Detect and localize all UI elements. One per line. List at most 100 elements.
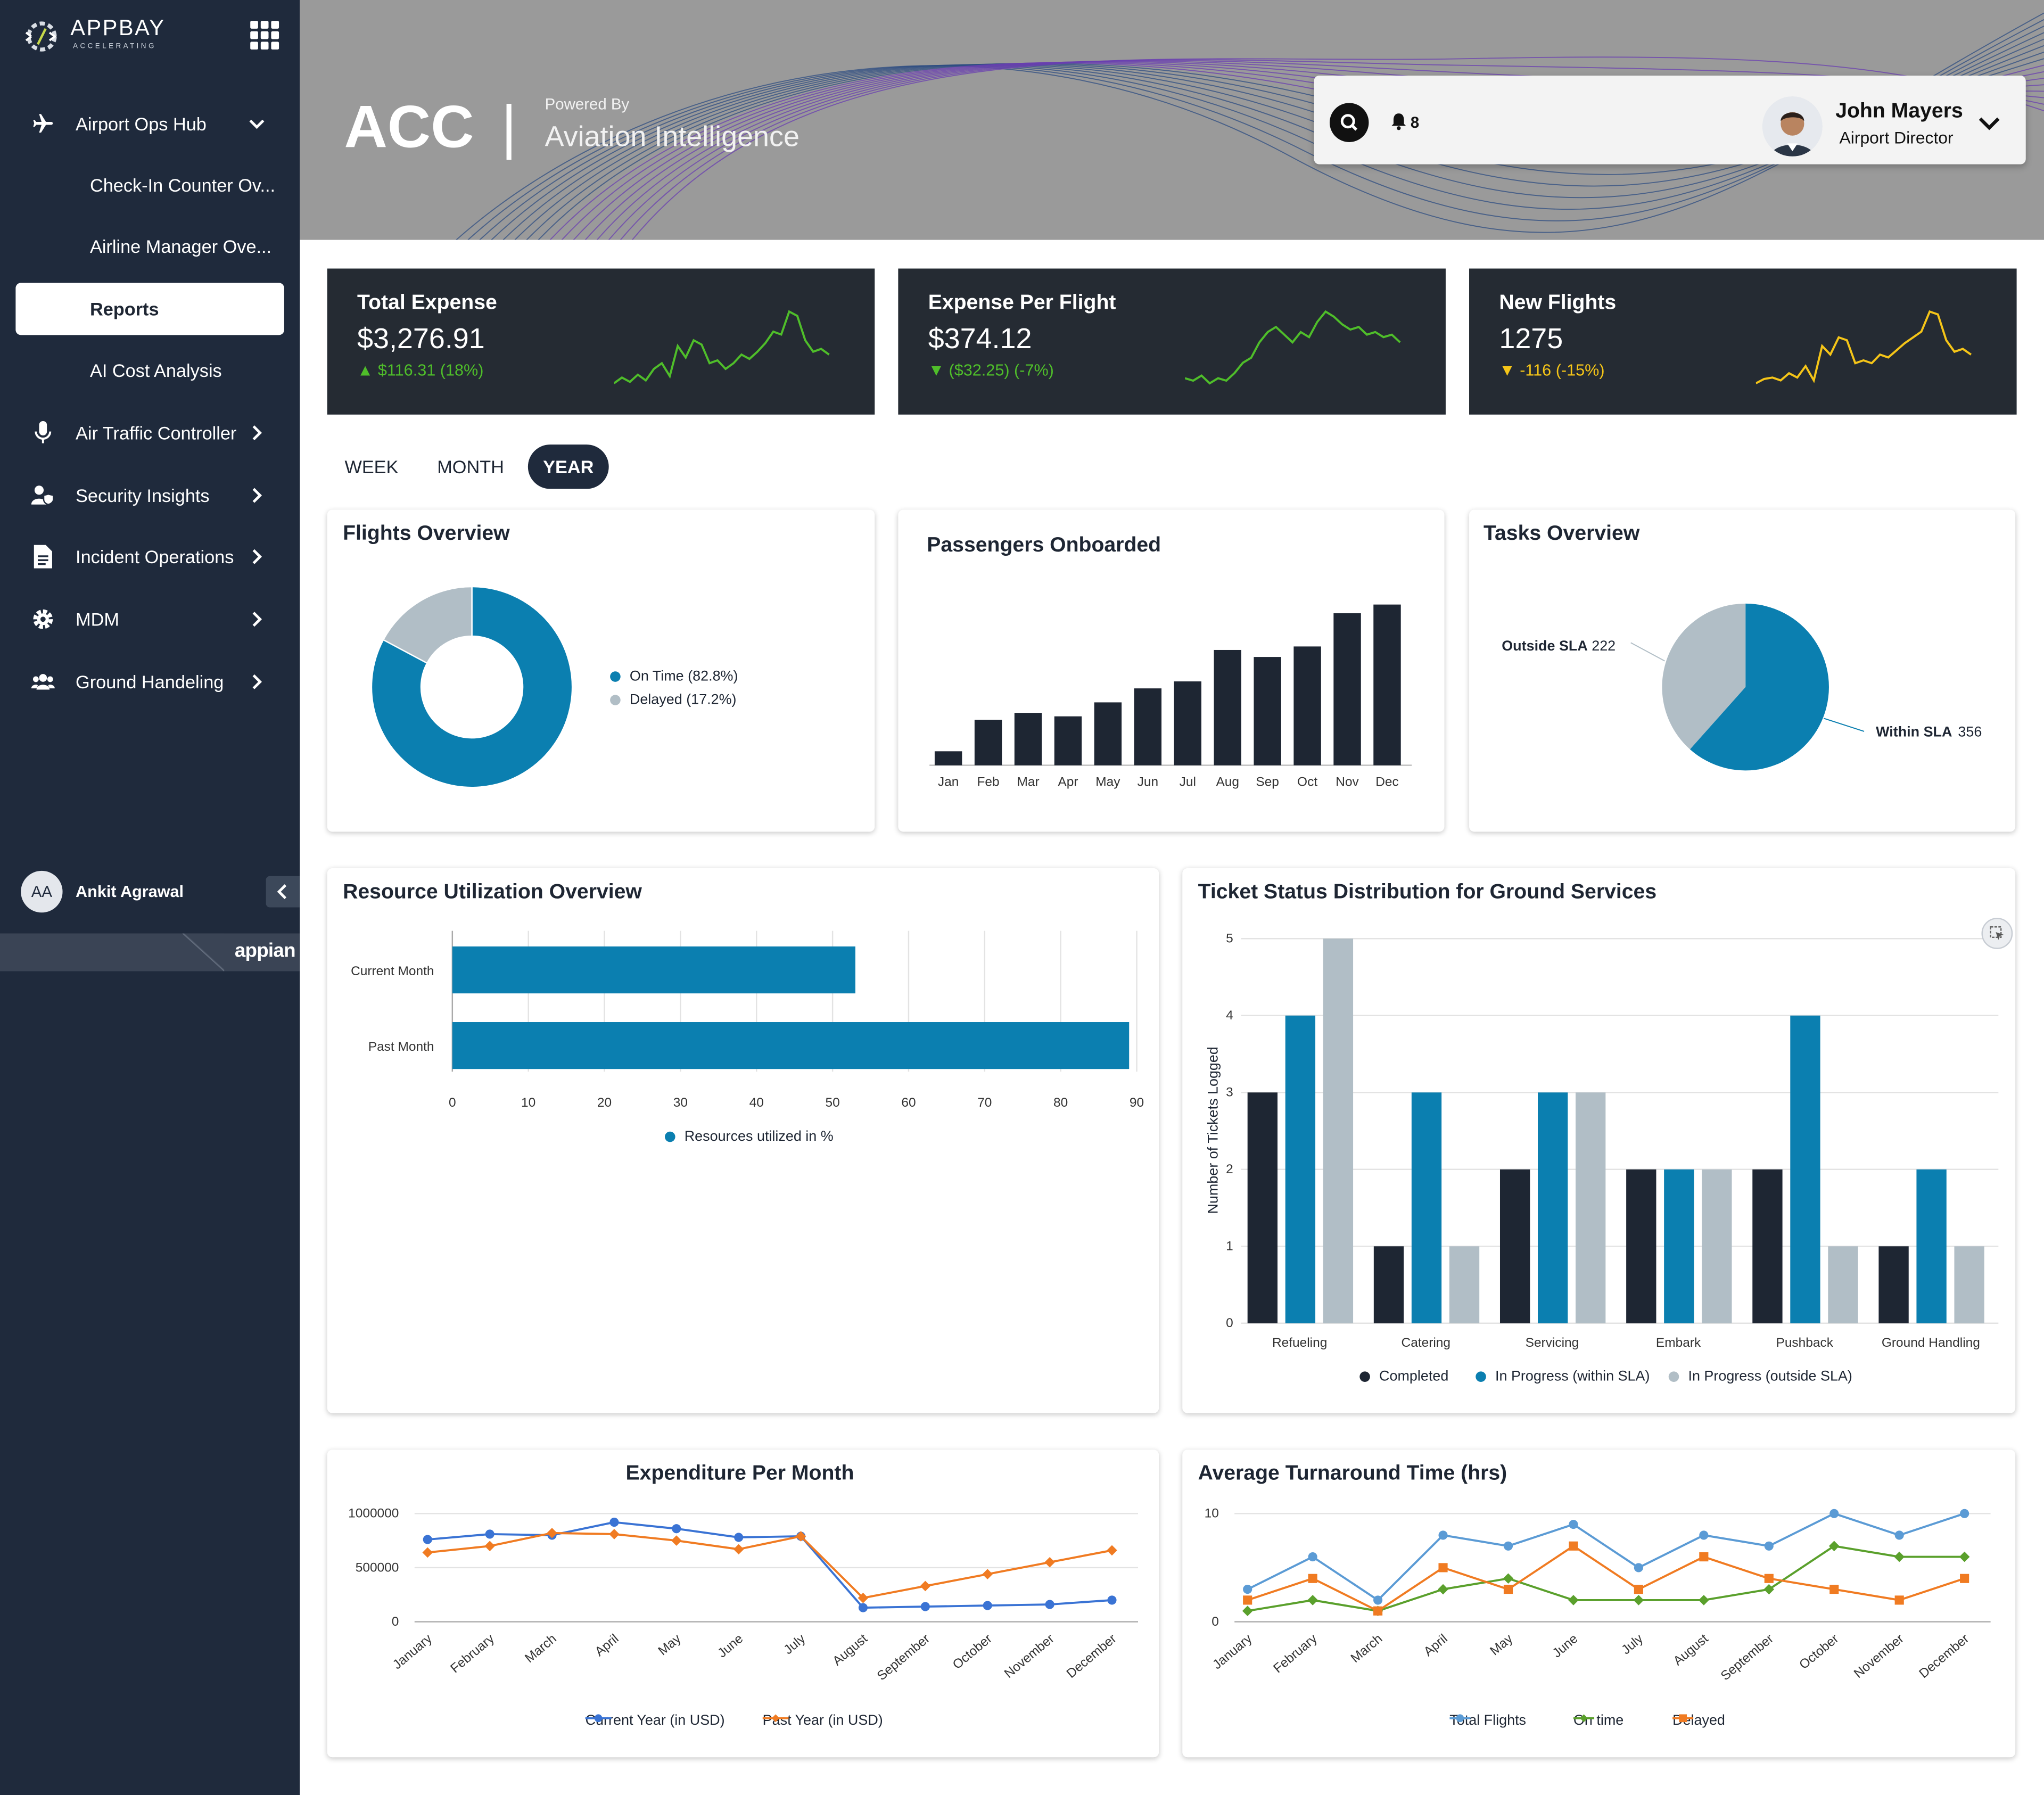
sidebar-item-air-traffic-controller[interactable]: Air Traffic Controller <box>0 409 300 456</box>
kpi-value: 1275 <box>1499 322 1563 355</box>
footer-slant <box>182 933 225 971</box>
legend-on-time[interactable]: On time <box>1573 1712 1624 1729</box>
x-tick-label: Jan <box>938 775 959 789</box>
bell-icon[interactable] <box>1390 112 1408 130</box>
data-point <box>1373 1606 1383 1616</box>
sidebar-subitem-checkin[interactable]: Check-In Counter Ov... <box>89 175 276 196</box>
sidebar-user[interactable]: AA Ankit Agrawal <box>0 866 300 918</box>
tickets-grouped-bar-chart: 0 1 2 3 4 5 Number of Tickets Logged Refueling C… <box>1205 932 1999 1350</box>
legend-past-year[interactable]: Past Year (in USD) <box>762 1712 883 1729</box>
kpi-total-expense[interactable]: Total Expense $3,276.91 ▲ $116.31 (18%) <box>327 268 875 415</box>
x-tick-label: June <box>1550 1632 1581 1661</box>
kpi-title: Total Expense <box>357 292 497 315</box>
x-tick-label: 80 <box>1053 1096 1068 1110</box>
tab-month[interactable]: MONTH <box>437 456 504 477</box>
flights-overview-card: Flights Overview On Time (82.8%) Delayed… <box>327 509 875 832</box>
y-tick-label: 1000000 <box>348 1506 399 1521</box>
kpi-new-flights[interactable]: New Flights 1275 ▼ -116 (-15%) <box>1469 268 2017 415</box>
appian-logo: appian <box>234 940 296 962</box>
legend-current-year[interactable]: Current Year (in USD) <box>585 1712 725 1729</box>
sidebar-item-security-insights[interactable]: Security Insights <box>0 472 300 519</box>
bar <box>1054 716 1082 765</box>
legend-delayed[interactable]: Delayed <box>1672 1712 1725 1729</box>
kpi-expense-per-flight[interactable]: Expense Per Flight $374.12 ▼ ($32.25) (-… <box>898 268 1446 415</box>
x-tick-label: 20 <box>597 1096 612 1110</box>
pie-label-outside: Outside SLA <box>1502 638 1588 654</box>
legend-line-marker <box>1449 1714 1471 1723</box>
card-title: Average Turnaround Time (hrs) <box>1198 1462 1507 1485</box>
sidebar-item-mdm[interactable]: MDM <box>0 596 300 643</box>
tab-week[interactable]: WEEK <box>344 456 399 477</box>
pie-slice <box>1689 603 1829 771</box>
bar <box>1134 688 1162 765</box>
x-tick-label: November <box>1002 1632 1057 1681</box>
data-point <box>1503 1541 1513 1551</box>
legend-in-progress-within[interactable]: In Progress (within SLA) <box>1476 1369 1650 1385</box>
chevron-right-icon[interactable] <box>248 610 266 628</box>
card-title: Resource Utilization Overview <box>343 881 642 904</box>
sparkline-path <box>1755 310 1972 384</box>
legend-on-time[interactable]: On Time (82.8%) <box>610 669 738 685</box>
data-point <box>1438 1530 1448 1540</box>
x-tick-label: 40 <box>749 1096 764 1110</box>
legend-completed[interactable]: Completed <box>1359 1369 1448 1385</box>
sidebar-item-label: Airport Ops Hub <box>76 113 207 135</box>
avatar: AA <box>21 870 63 913</box>
sidebar-item-label: Incident Operations <box>76 546 234 567</box>
profile-avatar[interactable] <box>1762 96 1823 157</box>
chevron-right-icon[interactable] <box>248 424 266 442</box>
x-tick-label: May <box>656 1631 684 1658</box>
sidebar-item-ground-handeling[interactable]: Ground Handeling <box>0 658 300 705</box>
x-tick-label: July <box>1619 1631 1646 1657</box>
brand-logo[interactable]: APPBAY ACCELERATING <box>18 11 187 63</box>
flights-donut-chart <box>370 586 573 788</box>
cursor-select-icon <box>1990 926 2004 940</box>
legend-resources[interactable]: Resources utilized in % <box>664 1129 834 1144</box>
data-point <box>734 1533 744 1542</box>
bar <box>1094 702 1122 765</box>
legend-delayed[interactable]: Delayed (17.2%) <box>610 692 737 708</box>
donut-slice <box>370 586 573 788</box>
bar <box>1323 938 1354 1323</box>
x-tick-label: March <box>522 1632 559 1666</box>
data-point <box>1243 1585 1252 1594</box>
x-tick-label: 50 <box>825 1096 839 1110</box>
sidebar-subitem-reports[interactable]: Reports <box>15 283 284 335</box>
collapse-sidebar-button[interactable] <box>266 876 300 908</box>
product-name: Aviation Intelligence <box>545 120 800 153</box>
x-tick-label: May <box>1095 775 1120 789</box>
apps-grid-icon[interactable] <box>250 21 279 50</box>
data-point <box>1503 1573 1514 1584</box>
data-point <box>1894 1595 1904 1605</box>
chevron-right-icon[interactable] <box>248 486 266 504</box>
x-tick-label: Mar <box>1017 775 1039 789</box>
chevron-down-icon[interactable] <box>248 115 266 133</box>
tab-year[interactable]: YEAR <box>528 444 609 489</box>
sidebar-subitem-ai-cost[interactable]: AI Cost Analysis <box>89 359 222 381</box>
y-tick-label: 5 <box>1226 932 1233 946</box>
chevron-right-icon[interactable] <box>248 548 266 566</box>
sparkline-path <box>614 310 830 384</box>
sidebar-item-label: Ground Handeling <box>76 671 224 693</box>
bar <box>1014 713 1042 765</box>
y-tick-label: Past Month <box>368 1040 434 1054</box>
users-icon <box>31 670 55 694</box>
legend-line-marker <box>585 1714 612 1723</box>
search-button[interactable] <box>1329 103 1369 142</box>
data-point <box>1569 1520 1578 1529</box>
data-point <box>1107 1545 1117 1556</box>
data-point <box>1634 1563 1643 1572</box>
data-point <box>1243 1595 1252 1605</box>
chevron-down-icon[interactable] <box>1976 115 2002 133</box>
sidebar-item-airport-ops-hub[interactable]: Airport Ops Hub <box>0 101 300 147</box>
legend-in-progress-outside[interactable]: In Progress (outside SLA) <box>1668 1369 1852 1385</box>
chart-select-button[interactable] <box>1981 918 2013 949</box>
x-tick-label: Apr <box>1058 775 1078 789</box>
series-line <box>427 1531 1112 1599</box>
legend-total-flights[interactable]: Total Flights <box>1449 1712 1527 1729</box>
sidebar-item-incident-operations[interactable]: Incident Operations <box>0 533 300 580</box>
sidebar-subitem-airline-manager[interactable]: Airline Manager Ove... <box>89 236 272 257</box>
chevron-right-icon[interactable] <box>248 673 266 691</box>
sidebar-item-label: Air Traffic Controller <box>76 422 237 443</box>
